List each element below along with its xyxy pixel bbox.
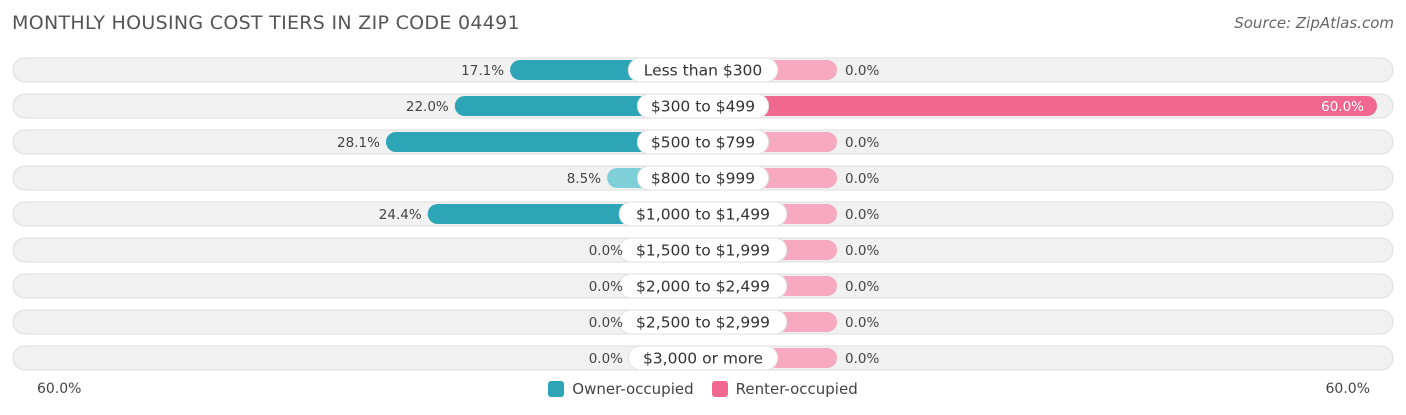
owner-swatch <box>548 381 565 397</box>
renter-swatch <box>711 381 728 397</box>
owner-bar <box>385 132 713 152</box>
renter-value-label: 60.0% <box>1321 99 1364 115</box>
owner-value-label: 0.0% <box>589 279 623 295</box>
renter-value-label: 0.0% <box>845 315 879 331</box>
owner-value-label: 17.1% <box>461 63 504 79</box>
legend-renter-label: Renter-occupied <box>735 380 858 398</box>
category-label: $2,500 to $2,999 <box>636 314 770 332</box>
legend-item-renter[interactable]: Renter-occupied <box>711 380 858 398</box>
owner-value-label: 0.0% <box>589 315 623 331</box>
category-pill <box>627 57 779 83</box>
category-label: $3,000 or more <box>643 350 763 368</box>
owner-value-label: 28.1% <box>337 135 380 151</box>
owner-value-label: 22.0% <box>406 99 449 115</box>
chart-source: Source: ZipAtlas.com <box>1234 14 1394 32</box>
renter-value-label: 0.0% <box>845 63 879 79</box>
owner-value-label: 24.4% <box>379 207 422 223</box>
category-pill <box>627 345 779 371</box>
chart-title: MONTHLY HOUSING COST TIERS IN ZIP CODE 0… <box>12 12 520 34</box>
renter-value-label: 0.0% <box>845 279 879 295</box>
renter-value-label: 0.0% <box>845 171 879 187</box>
axis-left-label: 60.0% <box>37 381 82 397</box>
category-pill <box>618 309 788 335</box>
renter-value-label: 0.0% <box>845 243 879 259</box>
owner-value-label: 8.5% <box>567 171 601 187</box>
category-label: $300 to $499 <box>651 98 755 116</box>
renter-value-label: 0.0% <box>845 135 879 151</box>
category-label: $1,000 to $1,499 <box>636 206 770 224</box>
category-label: $800 to $999 <box>651 170 755 188</box>
owner-value-label: 0.0% <box>589 243 623 259</box>
axis-right-label: 60.0% <box>1325 381 1370 397</box>
category-pill <box>636 93 770 119</box>
legend-item-owner[interactable]: Owner-occupied <box>548 380 694 398</box>
category-label: Less than $300 <box>644 62 763 80</box>
category-pill <box>618 273 788 299</box>
renter-value-label: 0.0% <box>845 351 879 367</box>
category-label: $500 to $799 <box>651 134 755 152</box>
legend: Owner-occupied Renter-occupied <box>0 380 1406 398</box>
category-pill <box>618 237 788 263</box>
category-label: $2,000 to $2,499 <box>636 278 770 296</box>
category-pill <box>636 129 770 155</box>
legend-owner-label: Owner-occupied <box>572 380 694 398</box>
category-pill <box>618 201 788 227</box>
renter-bar <box>693 96 1377 116</box>
diverging-bar-chart: Less than $300 17.1% 0.0% $300 to $499 22.0%… <box>12 57 1394 371</box>
category-pill <box>636 165 770 191</box>
owner-value-label: 0.0% <box>589 351 623 367</box>
renter-value-label: 0.0% <box>845 207 879 223</box>
category-label: $1,500 to $1,999 <box>636 242 770 260</box>
